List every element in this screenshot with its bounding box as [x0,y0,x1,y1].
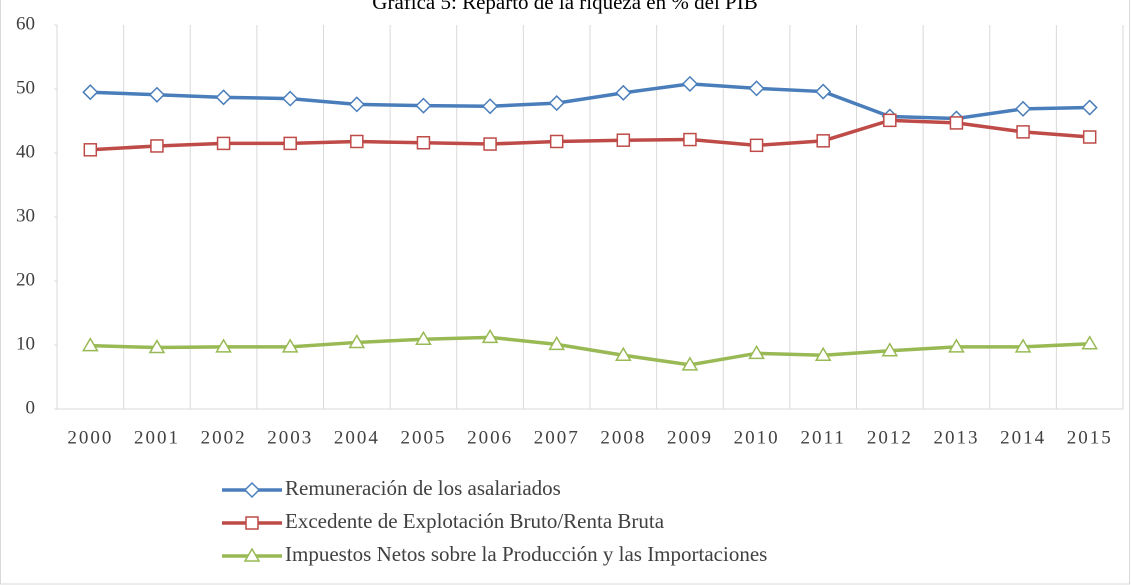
marker [415,97,432,114]
y-tick-label: 50 [16,77,35,98]
marker [82,84,99,101]
marker [1014,100,1032,117]
marker [216,136,231,151]
marker [549,134,564,149]
marker [883,113,897,128]
marker [1014,338,1032,353]
y-tick-label: 40 [16,141,35,162]
x-tick-label: 2001 [134,427,180,448]
marker [681,75,698,92]
marker [148,339,166,354]
marker [548,95,565,112]
marker [415,330,432,345]
legend-label: Excedente de Explotación Bruto/Renta Bru… [285,509,665,533]
marker [148,86,165,103]
y-tick-label: 20 [16,269,35,290]
marker [681,356,699,371]
chart-title: Gráfica 5: Reparto de la riqueza en % de… [372,0,757,14]
marker [215,89,232,106]
marker [416,136,431,150]
marker [281,338,299,353]
x-tick-label: 2015 [1067,427,1113,448]
marker [1016,125,1030,139]
marker [1081,99,1098,116]
series-line [90,82,1090,121]
marker [615,84,632,101]
y-tick-label: 0 [26,397,36,418]
marker [245,516,259,530]
marker [83,143,98,157]
x-tick-label: 2008 [600,427,646,448]
marker [683,132,697,147]
x-tick-label: 2013 [933,427,979,448]
x-tick-label: 2012 [867,427,913,448]
marker [1081,335,1098,350]
x-tick-label: 2014 [1000,427,1046,448]
x-tick-label: 2005 [400,427,446,448]
marker [243,481,261,499]
x-tick-label: 2011 [801,427,846,448]
legend-label: Remuneración de los asalariados [285,476,561,500]
marker [748,344,765,360]
series-line [90,118,1090,152]
marker [816,134,830,148]
marker [150,139,164,153]
marker [482,98,499,115]
series-line [90,335,1090,367]
legend-label: Impuestos Netos sobre la Producción y la… [285,542,767,566]
marker [748,80,765,97]
x-tick-label: 2007 [534,427,580,448]
marker [881,342,899,357]
marker [481,328,499,344]
marker [483,137,497,151]
marker [548,335,565,351]
marker [948,338,965,353]
marker [348,96,365,113]
x-tick-label: 2002 [201,427,247,448]
marker [949,116,964,130]
marker [283,136,297,151]
marker [243,547,261,562]
marker [749,138,764,153]
y-tick-label: 30 [16,205,35,226]
marker [215,338,232,353]
x-tick-label: 2003 [267,427,313,448]
marker [615,346,632,361]
marker [616,133,631,147]
marker [82,337,99,352]
marker [282,90,299,107]
x-tick-label: 2010 [734,427,780,448]
x-tick-label: 2006 [467,427,513,448]
x-tick-label: 2009 [667,427,713,448]
marker [814,346,832,361]
x-tick-label: 2000 [67,427,113,448]
marker [1082,130,1097,144]
marker [348,333,366,349]
y-tick-label: 60 [16,13,35,34]
marker [815,83,832,100]
y-tick-label: 10 [16,333,35,354]
x-tick-label: 2004 [334,427,380,448]
marker [350,134,364,149]
